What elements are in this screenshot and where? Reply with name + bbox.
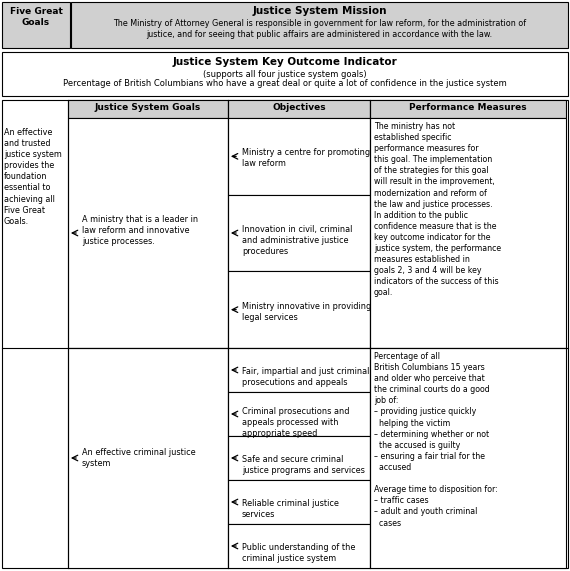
Text: Percentage of all
British Columbians 15 years
and older who perceive that
the cr: Percentage of all British Columbians 15 … xyxy=(374,352,498,528)
Text: Criminal prosecutions and
appeals processed with
appropriate speed: Criminal prosecutions and appeals proces… xyxy=(242,407,349,438)
Text: Ministry innovative in providing
legal services: Ministry innovative in providing legal s… xyxy=(242,301,371,322)
Bar xyxy=(228,436,370,480)
Bar xyxy=(68,348,228,568)
Bar xyxy=(68,118,228,348)
Bar xyxy=(2,2,70,48)
Text: The Ministry of Attorney General is responsible in government for law reform, fo: The Ministry of Attorney General is resp… xyxy=(113,19,526,39)
Text: A ministry that is a leader in
law reform and innovative
justice processes.: A ministry that is a leader in law refor… xyxy=(82,215,198,246)
Bar xyxy=(71,2,568,48)
Bar xyxy=(370,348,566,568)
Bar xyxy=(228,392,370,436)
Text: Justice System Goals: Justice System Goals xyxy=(95,103,201,112)
Bar xyxy=(228,480,370,524)
Text: Reliable criminal justice
services: Reliable criminal justice services xyxy=(242,498,339,518)
Text: Public understanding of the
criminal justice system: Public understanding of the criminal jus… xyxy=(242,542,355,562)
Bar xyxy=(228,348,370,392)
Bar xyxy=(228,271,370,348)
Text: Ministry a centre for promoting
law reform: Ministry a centre for promoting law refo… xyxy=(242,148,370,168)
Bar xyxy=(228,524,370,568)
Bar xyxy=(228,195,370,271)
Text: Fair, impartial and just criminal
prosecutions and appeals: Fair, impartial and just criminal prosec… xyxy=(242,367,369,387)
Text: (supports all four justice system goals): (supports all four justice system goals) xyxy=(203,70,367,79)
Text: An effective criminal justice
system: An effective criminal justice system xyxy=(82,448,196,468)
Text: Five Great
Goals: Five Great Goals xyxy=(10,7,63,27)
Text: Justice System Mission: Justice System Mission xyxy=(253,6,387,16)
Bar xyxy=(2,52,568,96)
Text: Safe and secure criminal
justice programs and services: Safe and secure criminal justice program… xyxy=(242,455,365,475)
Bar xyxy=(228,118,370,195)
Text: Objectives: Objectives xyxy=(272,103,326,112)
Text: The ministry has not
established specific
performance measures for
this goal. Th: The ministry has not established specifi… xyxy=(374,122,501,297)
Bar xyxy=(228,100,370,118)
Text: Justice System Key Outcome Indicator: Justice System Key Outcome Indicator xyxy=(173,57,397,67)
Text: Innovation in civil, criminal
and administrative justice
procedures: Innovation in civil, criminal and admini… xyxy=(242,225,352,256)
Bar xyxy=(2,100,568,568)
Text: Performance Measures: Performance Measures xyxy=(409,103,527,112)
Text: An effective
and trusted
justice system
provides the
foundation
essential to
ach: An effective and trusted justice system … xyxy=(4,128,62,226)
Bar xyxy=(370,118,566,348)
Bar xyxy=(68,100,228,118)
Text: Percentage of British Columbians who have a great deal or quite a lot of confide: Percentage of British Columbians who hav… xyxy=(63,79,507,88)
Bar xyxy=(370,100,566,118)
